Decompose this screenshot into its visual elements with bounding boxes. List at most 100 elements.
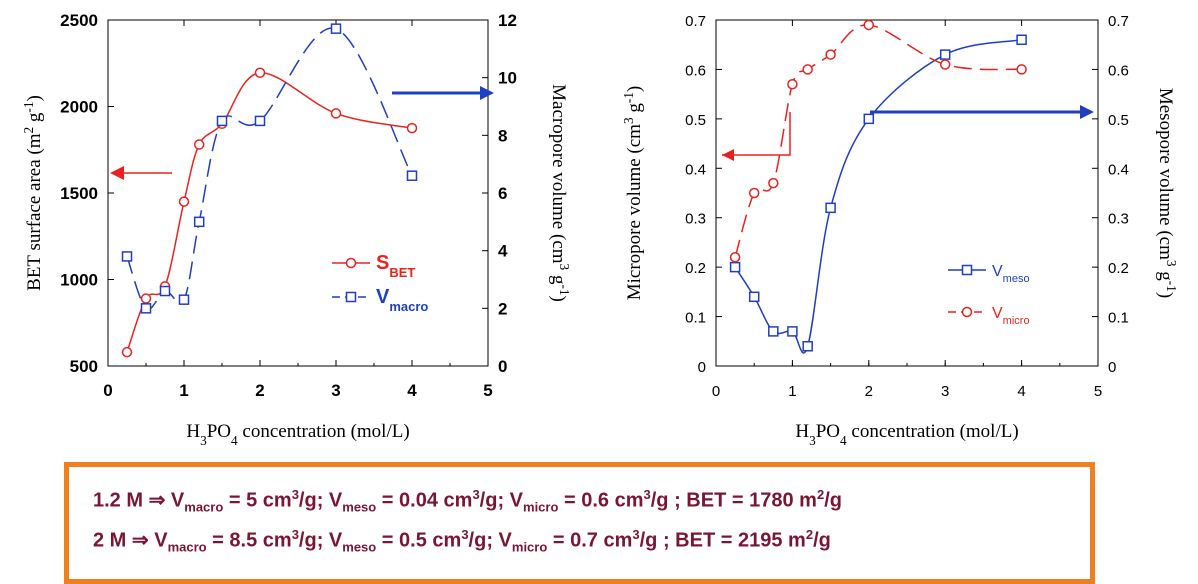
vmacro-value: 8.5 xyxy=(229,529,258,552)
series-line-meso xyxy=(734,39,1022,354)
legend-marker xyxy=(345,291,357,303)
chart-1: 0 1 2 3 4 55001000150020002500024681012H3PO4 … xyxy=(21,11,573,448)
y-right-axis-label-part: g xyxy=(1155,267,1176,282)
x-axis-label: H3PO4 concentration (mol/L) xyxy=(795,421,1018,448)
x-tick-label: 4 xyxy=(1017,383,1025,400)
plot-frame xyxy=(715,19,1099,367)
data-point-BET xyxy=(254,67,266,79)
y-left-tick-label: 500 xyxy=(70,357,98,376)
x-tick-label: 3 xyxy=(331,381,340,400)
micro-sub: micro xyxy=(511,539,548,555)
data-point-meso xyxy=(787,326,798,337)
v-symbol: V xyxy=(509,489,524,512)
x-axis-label-part: concentration (mol/L) xyxy=(238,421,410,442)
y-left-axis-label: BET surface area (m2 g-1) xyxy=(21,95,46,291)
data-point-meso xyxy=(825,202,836,214)
chart-2: 0 1 2 3 4 500.10.20.30.40.50.60.700.10.20.30.… xyxy=(621,13,1180,448)
axis-arrow xyxy=(722,112,791,156)
bet-label: BET xyxy=(675,529,716,552)
summary-conc: 1.2 M xyxy=(93,489,144,512)
y-right-axis-label-part: 3 xyxy=(558,264,573,271)
data-point-macro xyxy=(193,216,205,228)
unit-sup: 3 xyxy=(291,527,299,542)
bet-value: 2195 xyxy=(737,529,783,552)
y-right-tick-label: 0.3 xyxy=(1108,211,1129,228)
legend-subscript: micro xyxy=(1003,315,1030,327)
y-right-tick-label: 0.2 xyxy=(1108,260,1129,277)
unit-per: /g xyxy=(639,529,658,552)
meso-sub: meso xyxy=(342,539,377,555)
legend-label: Vmeso xyxy=(992,263,1030,285)
y-right-axis-label-part: 3 xyxy=(1165,260,1180,267)
x-axis-label-part: 3 xyxy=(200,433,207,448)
summary-box: 1.2 M ⇒ Vmacro = 5 cm3/g; Vmeso = 0.04 c… xyxy=(64,462,1095,584)
unit-sup: 2 xyxy=(805,527,814,542)
arrow-head xyxy=(110,166,124,180)
summary-line-2: 2 M ⇒ Vmacro = 8.5 cm3/g; Vmeso = 0.5 cm… xyxy=(93,527,831,555)
data-point-BET xyxy=(406,122,418,134)
x-axis-label-part: PO xyxy=(816,421,840,442)
x-tick-label: 1 xyxy=(788,383,796,400)
y-right-tick-label: 0.4 xyxy=(1108,161,1129,178)
unit-sup: 3 xyxy=(461,527,469,542)
x-axis-label-part: H xyxy=(795,421,809,442)
y-left-tick-label: 0.7 xyxy=(685,13,706,30)
macro-sub: macro xyxy=(167,539,207,555)
y-right-axis-label-part: -1 xyxy=(558,284,573,295)
legend-symbol: S xyxy=(376,252,389,274)
summary-conc: 2 M xyxy=(93,529,127,552)
y-right-tick-label: 0.5 xyxy=(1108,112,1129,129)
unit-sup: 3 xyxy=(632,527,640,542)
legend-subscript: BET xyxy=(389,265,415,280)
data-point-meso xyxy=(863,113,875,125)
vmacro-value: 5 xyxy=(246,489,258,512)
legend-symbol: V xyxy=(992,263,1003,280)
v-symbol: V xyxy=(498,529,512,552)
unit-sup: 3 xyxy=(472,487,480,502)
x-tick-label: 5 xyxy=(1094,383,1102,400)
unit-sup: 3 xyxy=(643,487,651,502)
meso-sub: meso xyxy=(342,499,377,515)
x-tick-label: 1 xyxy=(179,381,188,400)
data-point-BET xyxy=(121,346,133,358)
unit: cm xyxy=(262,529,292,552)
v-symbol: V xyxy=(328,489,343,512)
x-tick-label: 2 xyxy=(255,381,264,400)
y-right-tick-label: 4 xyxy=(498,242,508,261)
unit-per: /g xyxy=(298,529,317,552)
data-point-macro xyxy=(140,303,152,314)
y-left-axis-label-part: g xyxy=(24,112,45,127)
y-right-tick-label: 0.6 xyxy=(1108,62,1129,79)
data-point-macro xyxy=(330,23,342,34)
vmicro-value: 0.7 xyxy=(570,529,598,552)
vmeso-value: 0.5 xyxy=(399,529,427,552)
x-axis-label-part: 4 xyxy=(231,433,238,448)
unit: cm xyxy=(614,489,644,512)
bet-value: 1780 xyxy=(749,489,794,512)
data-point-micro xyxy=(729,252,741,263)
y-right-axis-label: Macropore volume (cm3 g-1) xyxy=(548,84,573,302)
arrow-head xyxy=(722,149,734,161)
x-tick-label: 2 xyxy=(865,383,873,400)
y-left-axis-label-part: -1 xyxy=(21,101,36,112)
y-right-tick-label: 2 xyxy=(498,299,507,318)
macro-sub: macro xyxy=(184,499,224,515)
y-right-tick-label: 6 xyxy=(498,184,507,203)
y-right-axis-label-part: ) xyxy=(1155,292,1176,298)
data-point-macro xyxy=(406,170,418,181)
data-point-micro xyxy=(939,59,951,70)
y-right-tick-label: 0 xyxy=(498,357,507,376)
plot-frame xyxy=(107,19,489,367)
y-left-axis-label-part: 2 xyxy=(21,127,36,134)
x-tick-label: 5 xyxy=(483,381,492,400)
unit: cm xyxy=(262,489,292,512)
data-point-BET xyxy=(178,196,190,207)
data-point-meso xyxy=(939,49,951,60)
legend-marker xyxy=(961,306,973,318)
y-left-tick-label: 0.6 xyxy=(685,62,706,79)
data-point-meso xyxy=(729,261,741,273)
data-point-micro xyxy=(787,79,798,90)
legend-label: Vmicro xyxy=(992,305,1030,327)
data-point-macro xyxy=(159,285,171,297)
legend-subscript: meso xyxy=(1003,273,1030,285)
